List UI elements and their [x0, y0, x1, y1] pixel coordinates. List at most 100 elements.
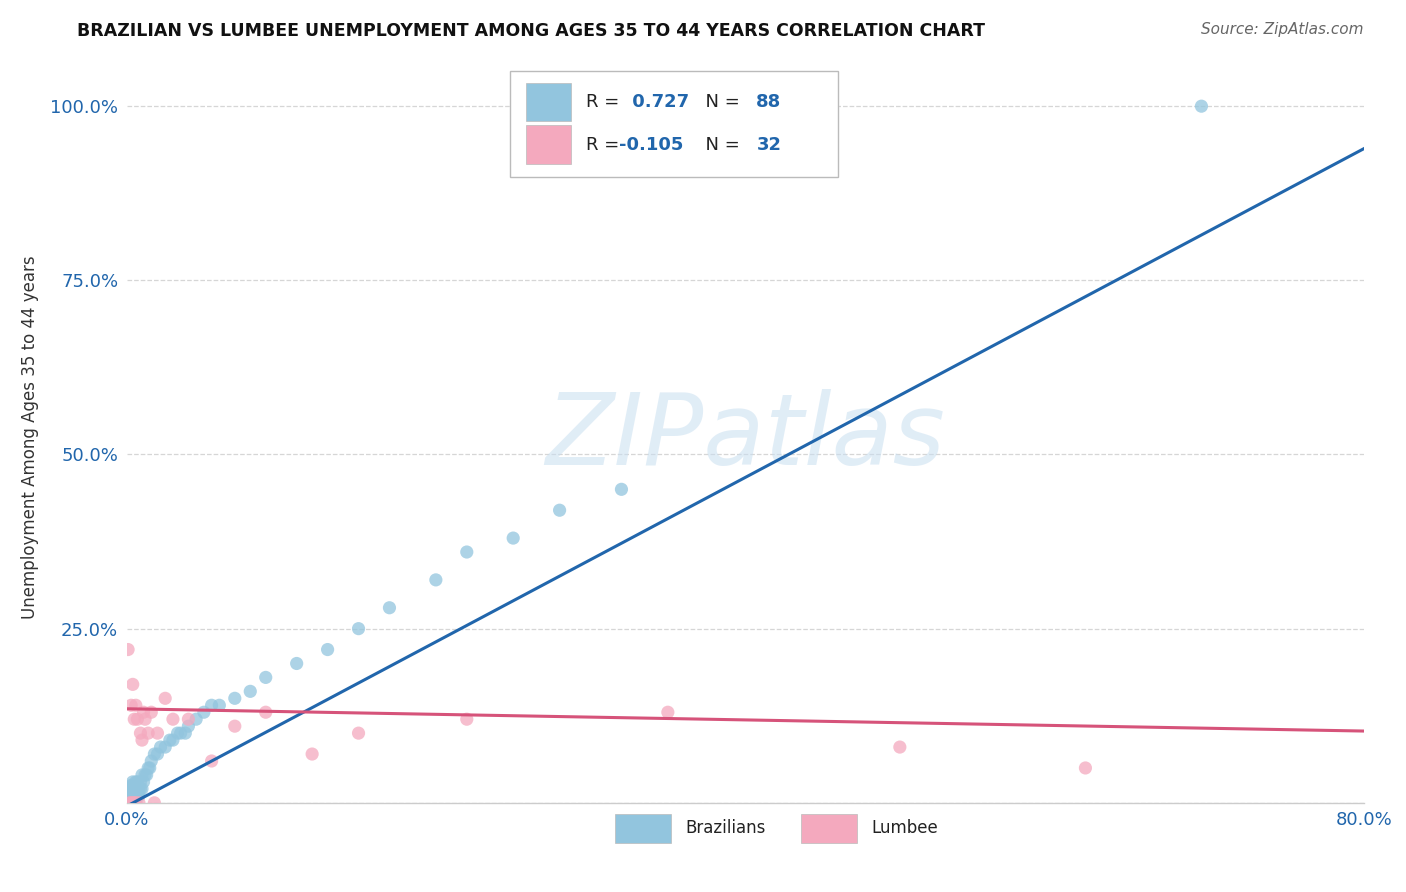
Point [120, 781, 142, 796]
Point [121, 792, 143, 806]
Point [121, 781, 143, 796]
Point [128, 796, 150, 810]
Point [118, 796, 141, 810]
Point [118, 789, 141, 803]
Point [347, 622, 370, 636]
Point [146, 747, 169, 761]
Point [117, 785, 139, 799]
Point [118, 796, 141, 810]
Point [208, 698, 231, 713]
Point [121, 775, 143, 789]
Y-axis label: Unemployment Among Ages 35 to 44 years: Unemployment Among Ages 35 to 44 years [21, 255, 39, 619]
Point [224, 719, 246, 733]
Point [121, 789, 143, 803]
Point [159, 733, 181, 747]
Point [117, 642, 139, 657]
Point [124, 712, 146, 726]
Text: 0.727: 0.727 [627, 93, 689, 112]
Text: Source: ZipAtlas.com: Source: ZipAtlas.com [1201, 22, 1364, 37]
Text: Brazilians: Brazilians [686, 820, 766, 838]
Point [502, 531, 524, 545]
Point [120, 785, 142, 799]
Point [129, 781, 152, 796]
Point [120, 796, 142, 810]
Point [118, 785, 141, 799]
Point [657, 705, 679, 719]
Point [378, 600, 401, 615]
Point [117, 796, 139, 810]
Point [177, 712, 200, 726]
Point [124, 781, 146, 796]
Point [118, 796, 141, 810]
Point [120, 789, 142, 803]
Point [193, 705, 215, 719]
Point [125, 775, 148, 789]
Point [131, 768, 153, 782]
Point [127, 781, 149, 796]
Point [124, 789, 146, 803]
Point [118, 796, 141, 810]
Text: N =: N = [695, 93, 747, 112]
Point [138, 761, 160, 775]
Point [134, 712, 156, 726]
Point [121, 778, 143, 792]
Point [456, 712, 478, 726]
Text: -0.105: -0.105 [619, 136, 683, 153]
Point [162, 733, 184, 747]
Point [117, 792, 139, 806]
FancyBboxPatch shape [616, 814, 671, 843]
Point [117, 796, 139, 810]
Point [347, 726, 370, 740]
Point [117, 792, 139, 806]
Point [127, 789, 149, 803]
FancyBboxPatch shape [526, 83, 571, 121]
Point [120, 778, 142, 792]
Point [141, 705, 163, 719]
Point [127, 775, 149, 789]
FancyBboxPatch shape [526, 126, 571, 163]
Point [125, 796, 148, 810]
Point [120, 796, 142, 810]
Point [285, 657, 308, 671]
Point [124, 796, 146, 810]
Point [1074, 761, 1097, 775]
Point [118, 792, 141, 806]
Point [121, 677, 143, 691]
Point [118, 792, 141, 806]
Point [132, 705, 155, 719]
Point [124, 785, 146, 799]
Point [131, 733, 153, 747]
Point [135, 768, 157, 782]
Point [134, 768, 156, 782]
Point [125, 789, 148, 803]
Point [224, 691, 246, 706]
Point [118, 781, 141, 796]
Point [136, 726, 159, 740]
Point [120, 789, 142, 803]
FancyBboxPatch shape [510, 71, 838, 178]
Point [127, 712, 149, 726]
Point [136, 761, 159, 775]
Point [456, 545, 478, 559]
Point [177, 719, 200, 733]
Point [201, 754, 224, 768]
Point [129, 775, 152, 789]
Text: R =: R = [585, 136, 624, 153]
Point [301, 747, 323, 761]
Point [120, 796, 142, 810]
Point [125, 698, 148, 713]
Point [125, 796, 148, 810]
Point [169, 726, 191, 740]
Point [425, 573, 447, 587]
Point [254, 705, 277, 719]
Point [166, 726, 188, 740]
Point [143, 747, 166, 761]
Point [143, 796, 166, 810]
FancyBboxPatch shape [801, 814, 856, 843]
Point [124, 796, 146, 810]
Point [120, 792, 142, 806]
Point [162, 712, 184, 726]
Point [174, 726, 197, 740]
Point [610, 483, 633, 497]
Point [316, 642, 339, 657]
